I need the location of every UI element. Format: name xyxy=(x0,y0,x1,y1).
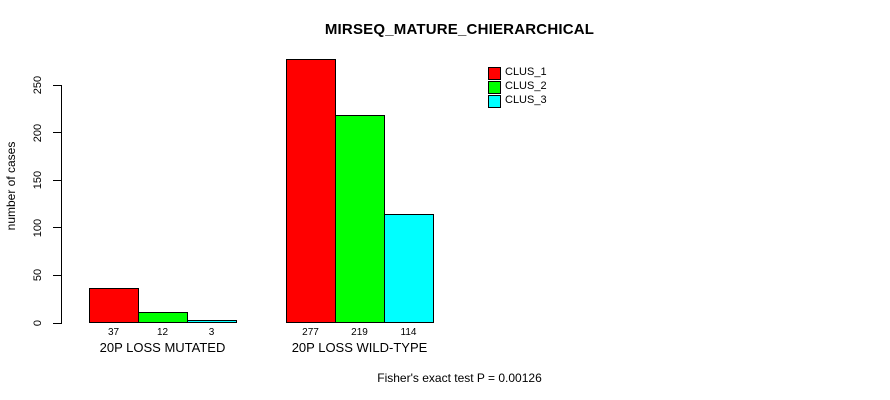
bar-clus_2-1 xyxy=(138,312,188,323)
legend-label: CLUS_2 xyxy=(505,80,547,92)
y-axis-tick xyxy=(53,179,61,181)
legend-swatch-clus_3 xyxy=(488,95,501,108)
bar-clus_3-2 xyxy=(384,214,434,323)
legend-swatch-clus_2 xyxy=(488,81,501,94)
y-axis-tick-label: 0 xyxy=(32,319,44,327)
bar-clus_1-2 xyxy=(286,59,336,323)
y-axis-tick xyxy=(53,132,61,134)
chart-title: MIRSEQ_MATURE_CHIERARCHICAL xyxy=(324,21,595,38)
y-axis-tick-label: 50 xyxy=(32,269,44,282)
y-axis-tick-label: 100 xyxy=(32,218,44,237)
legend-label: CLUS_1 xyxy=(505,66,547,78)
bar-value-label: 37 xyxy=(107,327,120,338)
bar-clus_1-1 xyxy=(89,288,139,323)
y-axis-line xyxy=(61,85,62,324)
y-axis-tick xyxy=(53,84,61,86)
bar-value-label: 114 xyxy=(400,327,417,338)
y-axis-tick-label: 200 xyxy=(32,123,44,142)
bar-value-label: 277 xyxy=(302,327,319,338)
bar-value-label: 3 xyxy=(208,327,215,338)
legend-swatch-clus_1 xyxy=(488,67,501,80)
category-label: 20P LOSS MUTATED xyxy=(99,340,226,355)
category-label: 20P LOSS WILD-TYPE xyxy=(291,340,428,355)
y-axis-title: number of cases xyxy=(4,141,18,231)
legend-label: CLUS_3 xyxy=(505,94,547,106)
y-axis-tick xyxy=(53,322,61,324)
bar-clus_2-2 xyxy=(335,115,385,323)
y-axis-tick-label: 150 xyxy=(32,171,44,190)
bar-clus_3-1 xyxy=(187,320,237,323)
y-axis-tick-label: 250 xyxy=(32,75,44,95)
bar-value-label: 12 xyxy=(156,327,169,338)
y-axis-tick xyxy=(53,227,61,229)
annotation-text: Fisher's exact test P = 0.00126 xyxy=(377,371,542,385)
bar-value-label: 219 xyxy=(351,327,368,338)
y-axis-tick xyxy=(53,274,61,276)
